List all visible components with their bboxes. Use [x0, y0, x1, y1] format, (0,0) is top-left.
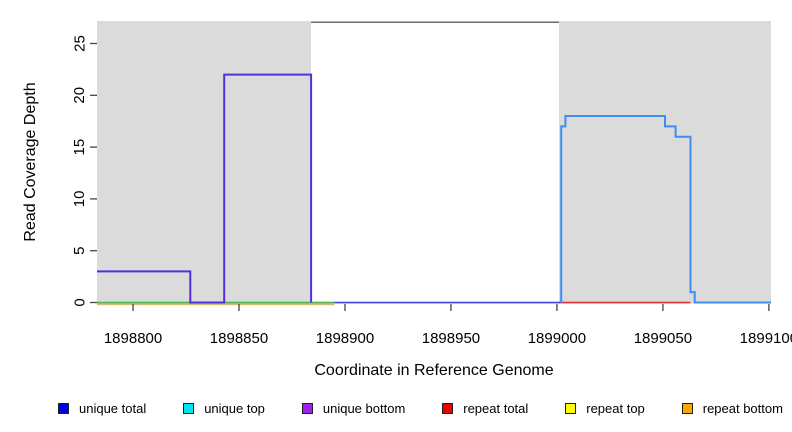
x-tick-label: 1898850 — [210, 330, 268, 347]
legend-label: repeat top — [586, 400, 645, 416]
y-tick-label: 0 — [71, 298, 88, 306]
repeat-region-left — [97, 21, 312, 304]
x-tick-label: 1899050 — [634, 330, 692, 347]
legend-swatch-icon — [565, 402, 577, 414]
y-tick-label: 20 — [71, 87, 88, 104]
legend-label: repeat bottom — [702, 400, 783, 416]
legend: unique total unique top unique bottom repea… — [0, 398, 792, 418]
legend-item-unique-top: unique top — [183, 401, 265, 416]
legend-item-unique-bottom: unique bottom — [301, 400, 406, 416]
y-tick-label: 25 — [71, 35, 88, 52]
legend-label: unique bottom — [322, 400, 406, 416]
legend-item-unique-total: unique total — [58, 401, 146, 416]
legend-label: repeat total — [463, 400, 529, 416]
legend-label: unique top — [204, 400, 265, 416]
y-tick-label: 5 — [71, 247, 88, 255]
legend-swatch-icon — [183, 402, 195, 414]
unique-bottom-line — [97, 73, 313, 304]
y-tick-label: 10 — [71, 191, 88, 208]
unique-total-zero-mid — [334, 301, 562, 304]
repeat-bottom-zero — [97, 303, 335, 306]
x-tick-label: 1898950 — [422, 330, 480, 347]
legend-swatch-icon — [301, 402, 313, 414]
y-axis-label: Read Coverage Depth — [22, 82, 39, 242]
legend-swatch-icon — [442, 402, 454, 414]
x-tick-label: 1899000 — [528, 330, 586, 347]
x-tick-label: 1898900 — [316, 330, 374, 347]
legend-label: unique total — [79, 400, 147, 416]
legend-swatch-icon — [681, 402, 693, 414]
x-axis-label: Coordinate in Reference Genome — [314, 362, 554, 379]
repeat-region-right — [559, 21, 771, 304]
repeat-total-zero — [561, 301, 691, 304]
legend-item-repeat-top: repeat top — [565, 401, 645, 416]
legend-item-repeat-bottom: repeat bottom — [681, 400, 783, 416]
legend-swatch-icon — [58, 402, 69, 414]
x-tick-label: 1898800 — [104, 330, 162, 347]
unique-total-line — [560, 115, 771, 304]
legend-item-repeat-total: repeat total — [442, 401, 528, 416]
y-tick-label: 15 — [71, 139, 88, 156]
